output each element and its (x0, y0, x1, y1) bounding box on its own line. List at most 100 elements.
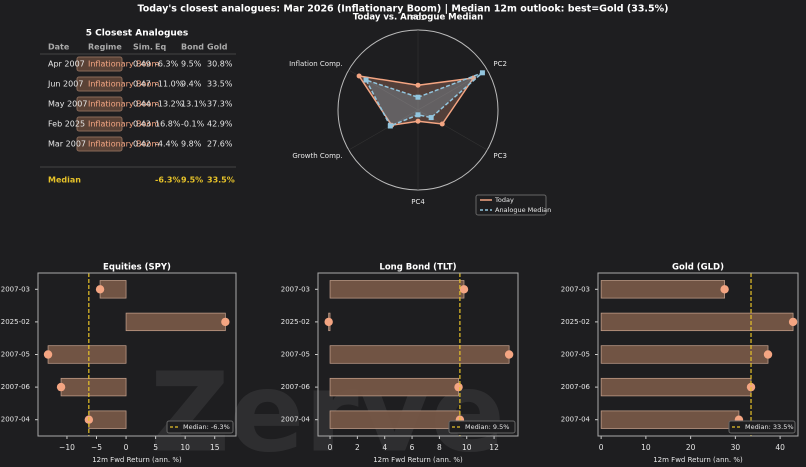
y-tick-label: 2025-02 (1, 318, 30, 326)
bar (47, 345, 127, 364)
x-tick-label: 20 (686, 443, 696, 452)
x-tick-label: 15 (210, 443, 220, 452)
x-tick-label: 8 (437, 443, 442, 452)
x-tick-label: 0 (599, 443, 604, 452)
radar-marker (415, 82, 421, 88)
table-cell: 9.8% (181, 140, 202, 149)
bar (600, 345, 769, 364)
x-tick-label: 4 (382, 443, 387, 452)
y-tick-label: 2007-03 (281, 285, 310, 293)
x-tick-label: 30 (731, 443, 741, 452)
table-cell: 42.9% (207, 120, 233, 129)
table-cell: Inflationary Boom (88, 140, 159, 149)
y-tick-label: 2007-05 (1, 351, 30, 359)
y-tick-label: 2007-05 (561, 351, 590, 359)
table-cell: 9.4% (181, 80, 202, 89)
radar-axis-label: PC1 (411, 14, 425, 22)
table-cell: Inflationary Boom (88, 100, 159, 109)
table-cell: 30.8% (207, 60, 233, 69)
y-tick-label: 2007-03 (1, 285, 30, 293)
y-tick-label: 2007-06 (281, 383, 311, 391)
table-cell: Inflationary Boom (88, 120, 159, 129)
legend-box (166, 420, 234, 434)
bar-marker (459, 285, 469, 294)
table-header: Eq (155, 43, 166, 52)
x-tick-label: 10 (180, 443, 190, 452)
y-tick-label: 2025-02 (561, 318, 590, 326)
radar-axis-label: PC4 (411, 198, 425, 206)
median-cell: 9.5% (181, 176, 203, 185)
radar-axis-label: Growth Comp. (292, 152, 342, 160)
y-tick-label: 2007-04 (1, 416, 31, 424)
table-cell: -6.3% (155, 60, 179, 69)
bar-marker (43, 350, 53, 359)
bar (600, 377, 752, 397)
radar-marker (415, 94, 421, 100)
legend-box (475, 194, 547, 216)
table-cell: -11.0% (155, 80, 184, 89)
legend-label: Analogue Median (495, 206, 551, 214)
radar-marker (415, 118, 421, 124)
table-cell: 33.5% (207, 80, 233, 89)
radar-marker (439, 121, 445, 127)
bar (600, 410, 740, 429)
legend-box (448, 420, 516, 434)
table-cell: 16.8% (155, 120, 181, 129)
bar-marker (454, 382, 463, 392)
table-cell: -13.2% (155, 100, 184, 109)
radar-axis-label: PC3 (493, 152, 507, 160)
x-tick-label: 0 (124, 443, 129, 452)
bar-marker (504, 350, 514, 359)
chart-title: Long Bond (TLT) (379, 263, 456, 273)
plot-frame (37, 272, 237, 437)
x-tick-label: 10 (462, 443, 472, 452)
y-tick-label: 2025-02 (281, 318, 310, 326)
watermark: Zerve (150, 348, 505, 467)
bar (600, 312, 794, 332)
table-cell: 27.6% (207, 140, 233, 149)
table-header: Sim. (133, 43, 153, 52)
radar-marker (479, 70, 485, 76)
radar-axis-label: PC2 (493, 60, 507, 68)
plot-frame (317, 272, 519, 437)
table-cell: 9.5% (181, 60, 202, 69)
chart-title: Equities (SPY) (103, 263, 171, 273)
legend-label: Today (494, 196, 514, 204)
bar (125, 312, 226, 332)
regime-badge (76, 76, 123, 92)
table-header: Date (48, 43, 70, 52)
table-cell: 0.42 (133, 140, 151, 149)
regime-badge (76, 116, 123, 132)
bar (329, 410, 461, 429)
y-tick-label: 2007-06 (1, 383, 31, 391)
bar-marker (95, 285, 105, 294)
y-tick-label: 2007-06 (561, 383, 591, 391)
plot-frame (597, 272, 799, 437)
x-tick-label: 0 (328, 443, 333, 452)
radar-marker (363, 77, 369, 83)
median-cell: -6.3% (155, 176, 181, 185)
chart-title: Gold (GLD) (672, 263, 724, 273)
bar (88, 410, 127, 429)
bar-marker (788, 317, 798, 327)
table-header: Bond (181, 43, 204, 52)
bar (60, 377, 127, 397)
legend-label: Median: 33.5% (745, 423, 794, 431)
bar-marker (56, 382, 66, 392)
regime-badge (76, 136, 123, 152)
radar-marker (428, 115, 434, 121)
bar (329, 377, 459, 397)
page-title: Today's closest analogues: Mar 2026 (Inf… (137, 4, 668, 15)
table-cell: Inflationary Boom (88, 60, 159, 69)
bar-marker (324, 317, 333, 327)
table-cell: Feb 2025 (48, 120, 85, 129)
table-cell: -0.1% (181, 120, 205, 129)
x-tick-label: 40 (775, 443, 785, 452)
median-cell: 33.5% (207, 176, 235, 185)
y-tick-label: 2007-05 (281, 351, 310, 359)
x-axis-label: 12m Fwd Return (ann. %) (653, 456, 743, 464)
table-cell: Inflationary Boom (88, 80, 159, 89)
x-tick-label: 5 (153, 443, 158, 452)
